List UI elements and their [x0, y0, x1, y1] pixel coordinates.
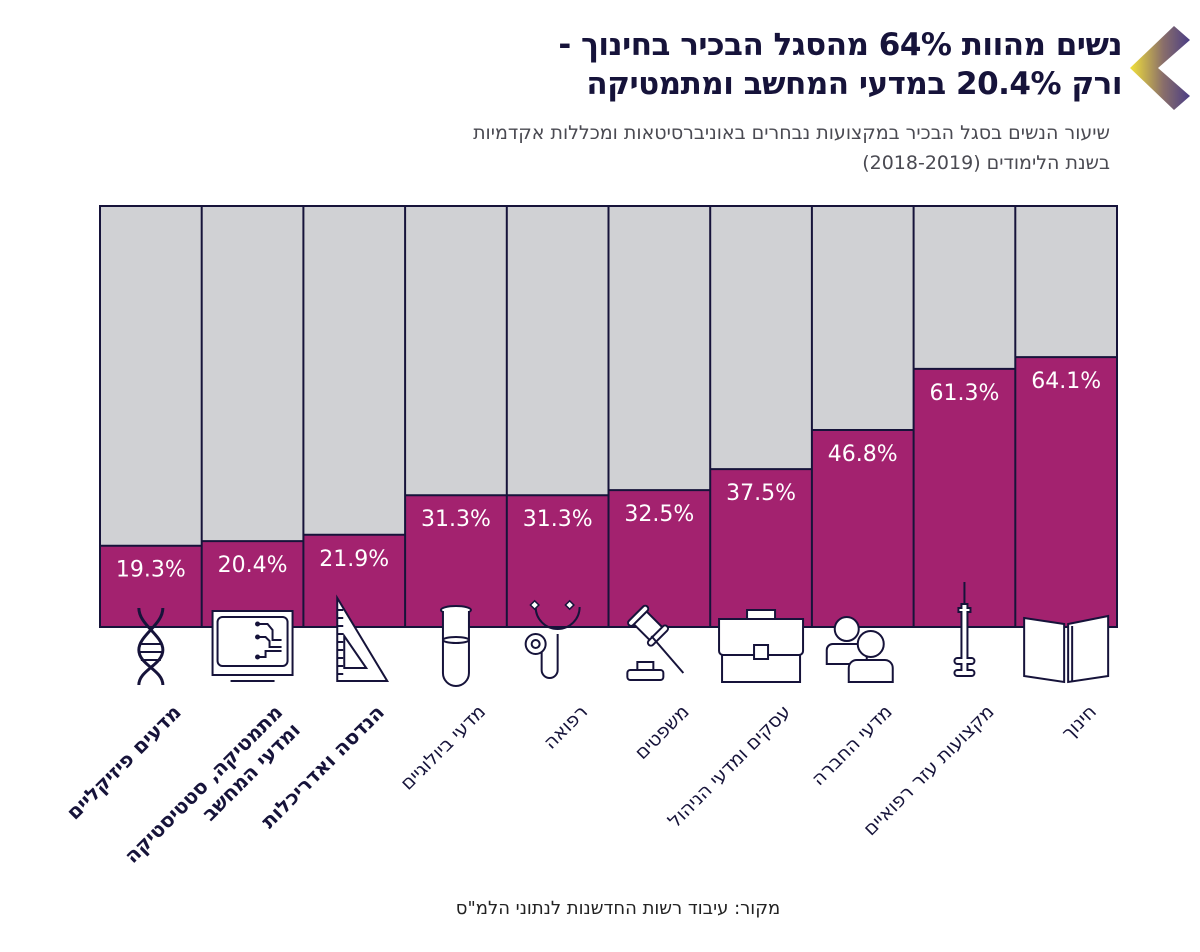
- bar-remainder: [405, 206, 507, 496]
- bar-remainder: [811, 206, 914, 430]
- bar-remainder: [710, 206, 812, 470]
- data-label: 19.3%: [116, 558, 186, 583]
- people-icon: [825, 616, 894, 683]
- bar-remainder: [303, 206, 406, 535]
- dna-icon: [137, 607, 165, 686]
- bar-women: [100, 545, 202, 627]
- bar-remainder: [201, 206, 304, 542]
- data-label: 46.8%: [828, 442, 898, 467]
- bar-women: [811, 429, 914, 627]
- bar-remainder: [913, 206, 1016, 369]
- bar-women: [303, 534, 406, 627]
- gavel-icon: [626, 604, 685, 681]
- chevron-left-gradient-logo-icon: [1130, 26, 1190, 110]
- data-label: 61.3%: [930, 381, 1000, 406]
- category-label-line: רפואה: [538, 700, 592, 754]
- data-label: 32.5%: [624, 502, 694, 527]
- data-label: 31.3%: [421, 507, 491, 532]
- open-book-icon: [1023, 614, 1110, 684]
- bar-chart: 19.3% 20.4% 21.9% 31.3% 31.3% 32.5% 37.5% 46.8%…: [99, 205, 1118, 687]
- category-label: משפטים: [630, 700, 695, 765]
- data-label: 64.1%: [1031, 369, 1101, 394]
- bar-remainder: [100, 206, 202, 546]
- bar-remainder: [506, 206, 609, 496]
- data-label: 31.3%: [523, 507, 593, 532]
- bar-remainder: [608, 206, 711, 491]
- category-label-line: מדעי החברה: [807, 700, 898, 791]
- bar-women: [608, 490, 711, 627]
- category-label: רפואה: [538, 700, 593, 755]
- bar-women: [710, 469, 812, 627]
- bar-women: [506, 495, 609, 627]
- category-label-line: משפטים: [630, 700, 694, 764]
- briefcase-icon: [718, 609, 805, 683]
- data-label: 21.9%: [319, 547, 389, 572]
- stethoscope-icon: [524, 599, 581, 679]
- data-label: 20.4%: [218, 553, 288, 578]
- category-label-line: חינוך: [1056, 700, 1101, 745]
- category-label: מדעי ביולוגיים: [396, 700, 492, 796]
- title-line-2: ורק 20.4% במדעי המחשב ומתמטיקה: [586, 66, 1122, 102]
- data-label: 37.5%: [726, 481, 796, 506]
- syringe-icon: [953, 582, 976, 677]
- set-square-ruler-icon: [336, 594, 390, 682]
- title-line-1: נשים מהוות 64% מהסגל הבכיר בחינוך -: [558, 27, 1122, 63]
- category-label: מדעי החברה: [807, 700, 899, 792]
- bar-remainder: [1015, 206, 1117, 358]
- category-label: חינוך: [1056, 700, 1102, 746]
- test-tube-icon: [439, 605, 472, 687]
- chart-title: נשים מהוות 64% מהסגל הבכיר בחינוך - ורק …: [558, 26, 1122, 104]
- source-note: מקור: עיבוד רשות החדשנות לנתוני הלמ"ס: [455, 898, 781, 919]
- category-label-line: מדעי ביולוגיים: [396, 700, 491, 795]
- subtitle-line-1: שיעור הנשים בסגל הבכיר במקצועות נבחרים ב…: [473, 122, 1110, 144]
- bar-women: [1015, 357, 1117, 627]
- computer-monitor-icon: [211, 610, 294, 682]
- chart-subtitle: שיעור הנשים בסגל הבכיר במקצועות נבחרים ב…: [473, 118, 1110, 178]
- subtitle-line-2: בשנת הלימודים (2018-2019): [862, 152, 1110, 174]
